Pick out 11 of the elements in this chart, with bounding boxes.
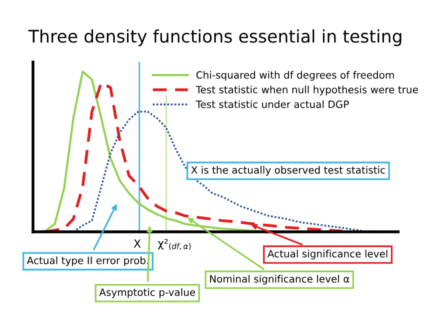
text: Actual significance level <box>267 250 388 260</box>
annotation: X is the actually observed test statistic <box>191 166 385 176</box>
legend-label: Chi-squared with df degrees of freedom <box>196 70 394 81</box>
text: Nominal significance level α <box>210 274 350 285</box>
text: Actual type II error prob. <box>26 256 148 266</box>
text: X <box>134 240 141 248</box>
text: χ²$_{(df,α)}$ <box>158 238 191 250</box>
text: Asymptotic p-value <box>99 288 196 298</box>
legend-label: Test statistic under actual DGP <box>196 100 349 108</box>
legend-label: Test statistic when null hypothesis were true <box>196 86 418 96</box>
chart-title: Three density functions essential in testing <box>28 29 402 46</box>
